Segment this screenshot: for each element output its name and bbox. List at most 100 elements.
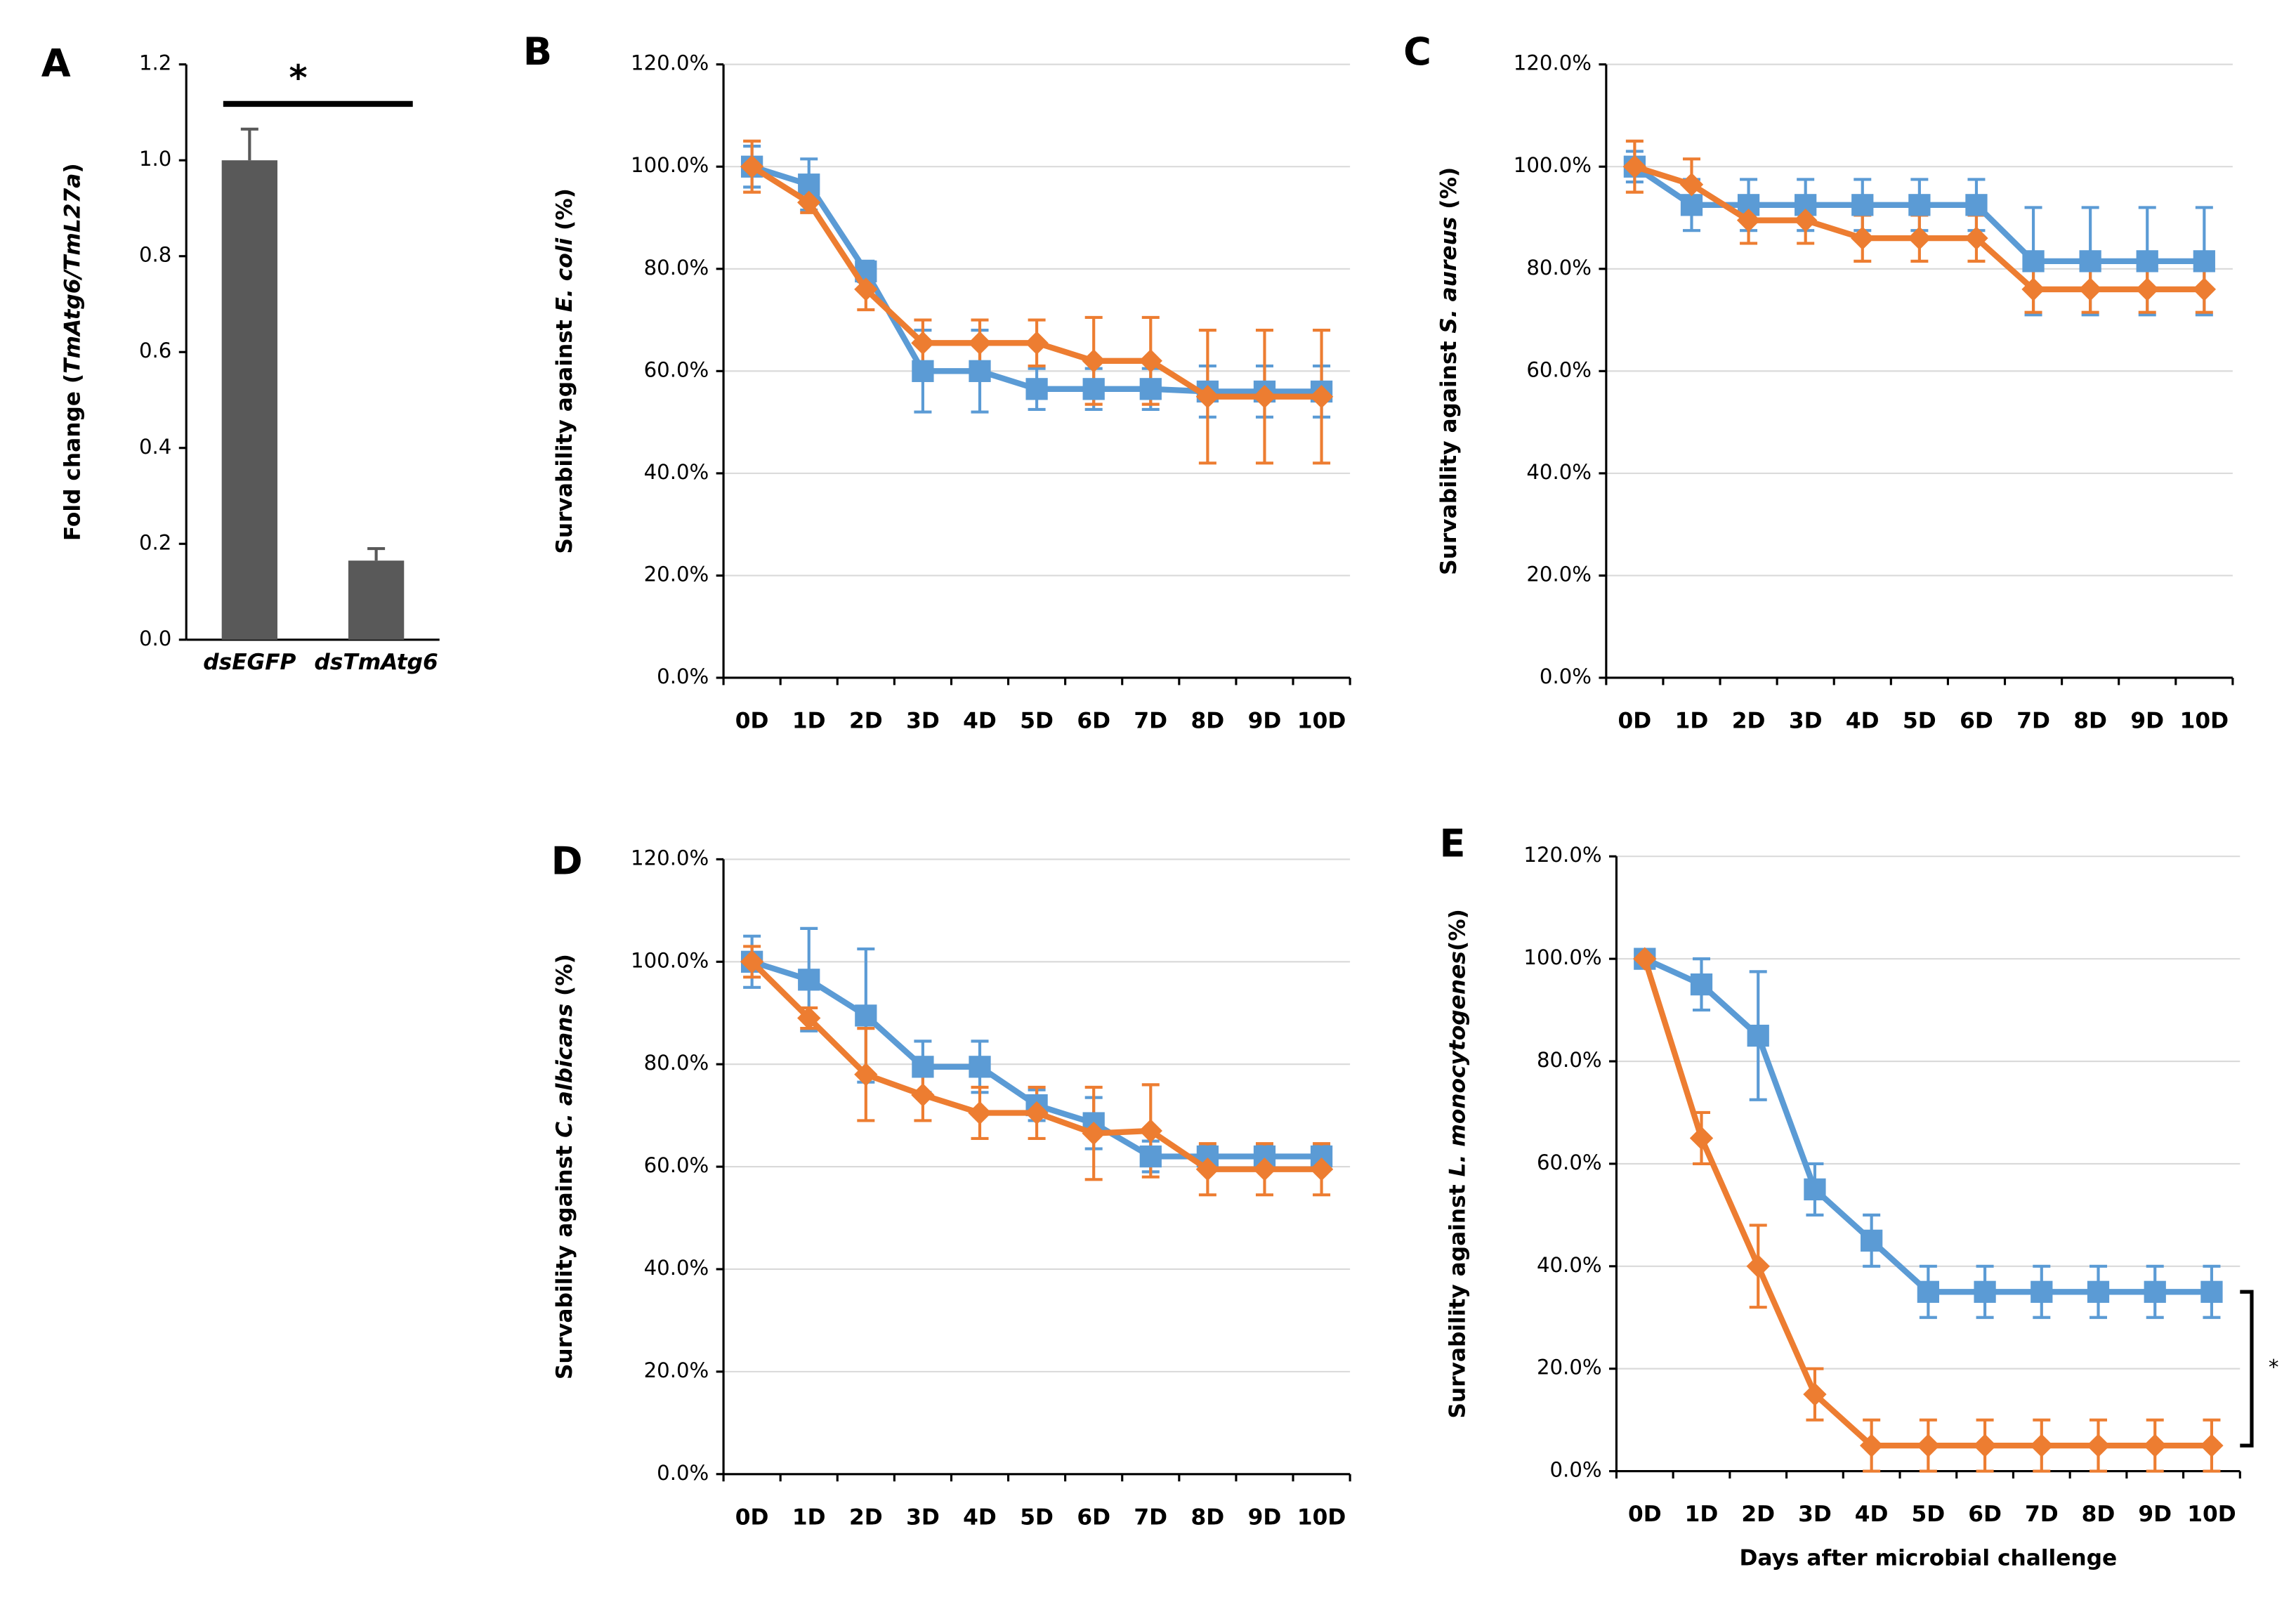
marker — [1965, 194, 1988, 216]
y-axis-title: Survability against C. albicans (%) — [552, 954, 577, 1379]
panel-label: C — [1403, 29, 1431, 74]
y-axis-title-part: Fold change ( — [60, 374, 86, 541]
x-tick-label: 1D — [1675, 708, 1709, 733]
x-tick-label: 2D — [1741, 1502, 1775, 1527]
x-tick-label: 5D — [1020, 708, 1054, 733]
y-tick-label: 100.0% — [631, 948, 709, 972]
x-tick-label: 2D — [849, 708, 883, 733]
y-tick-label: 0.6 — [139, 339, 171, 362]
marker — [1908, 194, 1931, 216]
y-tick-label: 100.0% — [1514, 153, 1592, 177]
y-axis-title-part: (%) — [1436, 167, 1462, 217]
marker — [854, 1063, 878, 1087]
x-tick-label: 0D — [1618, 708, 1652, 733]
y-axis-title-part: (%) — [552, 188, 577, 238]
y-tick-label: 120.0% — [1523, 843, 1601, 867]
y-tick-label: 40.0% — [644, 460, 709, 484]
y-axis-title-part: S. aureus — [1436, 217, 1462, 334]
marker — [2021, 277, 2045, 301]
x-tick-label: 8D — [2073, 708, 2107, 733]
y-tick-label: 20.0% — [1537, 1356, 1602, 1379]
x-tick-label: 4D — [1855, 1502, 1889, 1527]
y-axis-title-part: (%) — [1445, 909, 1470, 951]
y-tick-label: 20.0% — [644, 562, 709, 586]
marker — [969, 1056, 991, 1078]
x-tick-label: 6D — [1960, 708, 1993, 733]
marker — [2192, 277, 2216, 301]
marker — [797, 1006, 821, 1030]
x-tick-label: 10D — [2180, 708, 2229, 733]
y-tick-label: 20.0% — [1526, 562, 1592, 586]
marker — [1680, 194, 1703, 216]
y-axis-title: Fold change (TmAtg6/TmL27a) — [60, 163, 86, 541]
y-tick-label: 120.0% — [1514, 51, 1592, 75]
panel-label: D — [551, 839, 583, 883]
x-tick-label: 0D — [735, 708, 769, 733]
marker — [855, 1004, 877, 1027]
marker — [2078, 277, 2102, 301]
marker — [1974, 1280, 1996, 1303]
y-tick-label: 0.0 — [139, 627, 171, 650]
marker — [1973, 1434, 1997, 1457]
marker — [1916, 1434, 1941, 1457]
y-tick-label: 100.0% — [1523, 945, 1601, 969]
marker — [912, 1056, 934, 1078]
x-tick-label: 7D — [1134, 1504, 1167, 1530]
marker — [740, 950, 764, 973]
marker — [2022, 250, 2045, 273]
y-tick-label: 20.0% — [644, 1358, 709, 1382]
x-tick-label: 4D — [963, 708, 997, 733]
x-tick-label: 2D — [849, 1504, 883, 1530]
x-tick-label: 8D — [1191, 1504, 1225, 1530]
y-tick-label: 0.4 — [139, 435, 171, 459]
marker — [1690, 973, 1713, 996]
y-tick-label: 80.0% — [1526, 256, 1592, 280]
x-tick-label: 7D — [1134, 708, 1167, 733]
x-tick-label: 9D — [2130, 708, 2164, 733]
marker — [2087, 1280, 2110, 1303]
marker — [2031, 1280, 2053, 1303]
marker — [1082, 378, 1105, 400]
x-tick-label: 1D — [1685, 1502, 1719, 1527]
marker — [2079, 250, 2101, 273]
marker — [2200, 1434, 2224, 1457]
x-tick-label: 3D — [906, 1504, 940, 1530]
marker — [912, 360, 934, 382]
marker — [911, 331, 935, 355]
x-tick-label: 9D — [1248, 708, 1282, 733]
marker — [2030, 1434, 2054, 1457]
marker — [969, 360, 991, 382]
marker — [1139, 378, 1162, 400]
x-tick-label: dsEGFP — [203, 650, 296, 675]
y-axis-title: Survability against E. coli (%) — [552, 188, 577, 554]
y-tick-label: 80.0% — [1537, 1048, 1602, 1072]
marker — [1025, 1101, 1049, 1125]
x-tick-label: 6D — [1077, 1504, 1110, 1530]
y-tick-label: 0.8 — [139, 243, 171, 267]
x-tick-label: 7D — [2016, 708, 2050, 733]
marker — [1139, 1145, 1162, 1168]
y-tick-label: 60.0% — [1537, 1150, 1602, 1174]
y-tick-label: 0.0% — [657, 664, 709, 688]
marker — [1747, 1024, 1769, 1047]
marker — [1908, 226, 1931, 250]
y-axis-title: Survability against S. aureus (%) — [1436, 167, 1462, 575]
y-tick-label: 40.0% — [1537, 1253, 1602, 1277]
marker — [854, 277, 878, 301]
marker — [1746, 1254, 1770, 1278]
x-tick-label: 4D — [963, 1504, 997, 1530]
panel-label: E — [1439, 821, 1465, 865]
error-bar — [367, 547, 386, 561]
y-tick-label: 0.0% — [1540, 664, 1592, 688]
y-tick-label: 80.0% — [644, 1051, 709, 1075]
x-tick-label: 6D — [1968, 1502, 2002, 1527]
y-tick-label: 60.0% — [1526, 358, 1592, 381]
x-tick-label: 10D — [2187, 1502, 2236, 1527]
y-axis-title-part: Survability against — [552, 1138, 577, 1379]
y-tick-label: 80.0% — [644, 256, 709, 280]
marker — [798, 969, 820, 991]
error-bar — [240, 127, 258, 161]
y-axis-title-part: Survability against — [1445, 1176, 1470, 1418]
x-tick-label: 7D — [2025, 1502, 2059, 1527]
